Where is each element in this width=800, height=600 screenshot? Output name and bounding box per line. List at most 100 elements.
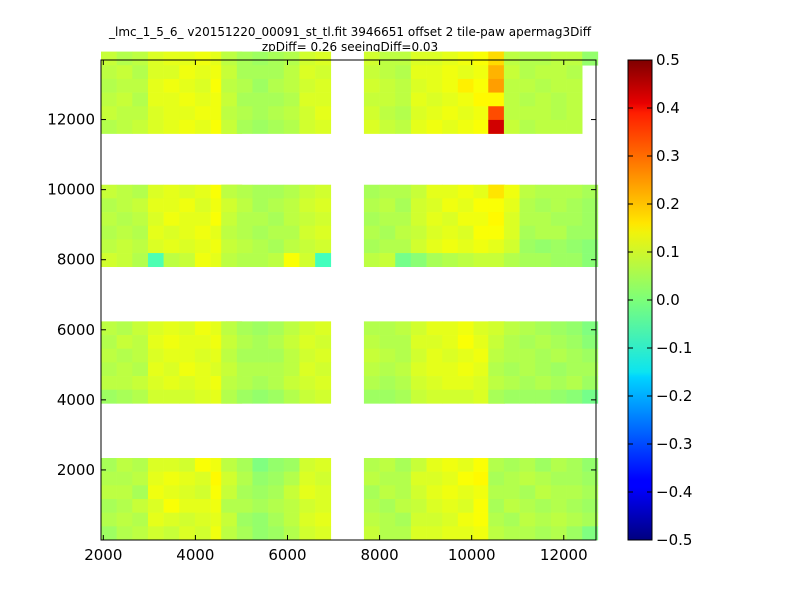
heatmap-cell <box>268 335 285 349</box>
heatmap-cell <box>582 526 599 541</box>
heatmap-cell <box>194 526 211 541</box>
heatmap-cell <box>116 253 133 268</box>
heatmap-cell <box>457 239 474 254</box>
heatmap-cell <box>566 335 583 349</box>
colorbar-ticks: 0.5 0.4 0.3 0.2 0.1 0.0 −0.1 −0.2 −0.3 −0.4 −0.5 <box>628 51 692 549</box>
heatmap-cell <box>179 212 196 227</box>
heatmap-cell <box>132 184 149 199</box>
heatmap-cell <box>147 458 164 472</box>
heatmap-cell <box>315 362 332 377</box>
heatmap-cell <box>395 321 412 336</box>
heatmap-cell <box>283 106 300 121</box>
heatmap-cell <box>315 106 332 121</box>
heatmap-cell <box>116 499 133 513</box>
heatmap-cell <box>442 106 459 121</box>
y-tick-label: 2000 <box>57 461 95 479</box>
heatmap-cell <box>519 239 536 254</box>
heatmap-cell <box>116 106 133 121</box>
heatmap-cell <box>147 376 164 390</box>
heatmap-cell <box>535 512 552 527</box>
heatmap-cell <box>503 198 520 213</box>
heatmap-cell <box>566 65 583 80</box>
heatmap-cell <box>252 51 269 66</box>
heatmap-cell <box>147 362 164 377</box>
y-tick-label: 8000 <box>57 251 95 269</box>
heatmap-cell <box>566 253 583 268</box>
heatmap-cell <box>147 119 164 134</box>
heatmap-cell <box>410 485 427 500</box>
heatmap-cell <box>473 526 490 541</box>
heatmap-cell <box>299 362 316 377</box>
heatmap-cell <box>283 348 300 363</box>
heatmap-cell <box>473 92 490 107</box>
heatmap-cell <box>519 119 536 134</box>
heatmap-cell <box>395 119 412 134</box>
heatmap-cell <box>442 239 459 254</box>
heatmap-cell <box>488 499 505 513</box>
heatmap-cell <box>566 362 583 377</box>
heatmap-cell <box>252 362 269 377</box>
heatmap-cell <box>473 512 490 527</box>
heatmap-cell <box>221 499 238 513</box>
heatmap-cell <box>363 485 380 500</box>
heatmap-cell <box>442 198 459 213</box>
heatmap-cell <box>252 106 269 121</box>
heatmap-cell <box>550 362 567 377</box>
heatmap-cell <box>582 362 599 377</box>
heatmap-cell <box>101 92 117 107</box>
heatmap-cell <box>268 321 285 336</box>
heatmap-cell <box>457 362 474 377</box>
heatmap-cell <box>283 65 300 80</box>
heatmap-cell <box>566 458 583 472</box>
heatmap-cell <box>283 51 300 66</box>
heatmap-cell <box>582 239 599 254</box>
heatmap-cell <box>582 458 599 472</box>
heatmap-cell <box>163 485 180 500</box>
heatmap-cell <box>363 225 380 240</box>
heatmap-cell <box>550 389 567 404</box>
heatmap-cell <box>315 184 332 199</box>
heatmap-cell <box>268 184 285 199</box>
heatmap-cell <box>363 198 380 213</box>
heatmap-cell <box>299 389 316 404</box>
heatmap-cell <box>550 212 567 227</box>
heatmap-cell <box>163 253 180 268</box>
heatmap-cell <box>363 119 380 134</box>
heatmap-cell <box>132 78 149 93</box>
heatmap-cell <box>566 225 583 240</box>
x-tick-label: 4000 <box>176 546 214 564</box>
heatmap-cell <box>473 362 490 377</box>
heatmap-cell <box>179 376 196 390</box>
heatmap-cell <box>283 389 300 404</box>
heatmap-cell <box>194 51 211 66</box>
heatmap-cell <box>503 212 520 227</box>
heatmap-cell <box>473 348 490 363</box>
heatmap-cell <box>410 321 427 336</box>
heatmap-cell <box>426 51 443 66</box>
heatmap-cell <box>379 458 396 472</box>
heatmap-cell <box>132 471 149 486</box>
heatmap-cell <box>566 78 583 93</box>
heatmap-cell <box>268 362 285 377</box>
heatmap-cell <box>457 471 474 486</box>
heatmap-cell <box>426 119 443 134</box>
heatmap-cell <box>582 253 599 268</box>
heatmap-cell <box>519 253 536 268</box>
heatmap-cell <box>550 78 567 93</box>
heatmap-cell <box>395 239 412 254</box>
heatmap-cell <box>132 212 149 227</box>
heatmap-cell <box>519 106 536 121</box>
heatmap-cell <box>395 471 412 486</box>
heatmap-cell <box>194 485 211 500</box>
heatmap-cell <box>457 106 474 121</box>
heatmap-cell <box>132 253 149 268</box>
heatmap-cell <box>101 51 117 66</box>
heatmap-cell <box>252 458 269 472</box>
heatmap-cell <box>550 321 567 336</box>
heatmap-cell <box>315 499 332 513</box>
heatmap-cell <box>299 458 316 472</box>
heatmap-cell <box>550 253 567 268</box>
heatmap-cell <box>101 458 117 472</box>
heatmap-cell <box>299 471 316 486</box>
colorbar-tick-label: 0.2 <box>656 195 680 213</box>
